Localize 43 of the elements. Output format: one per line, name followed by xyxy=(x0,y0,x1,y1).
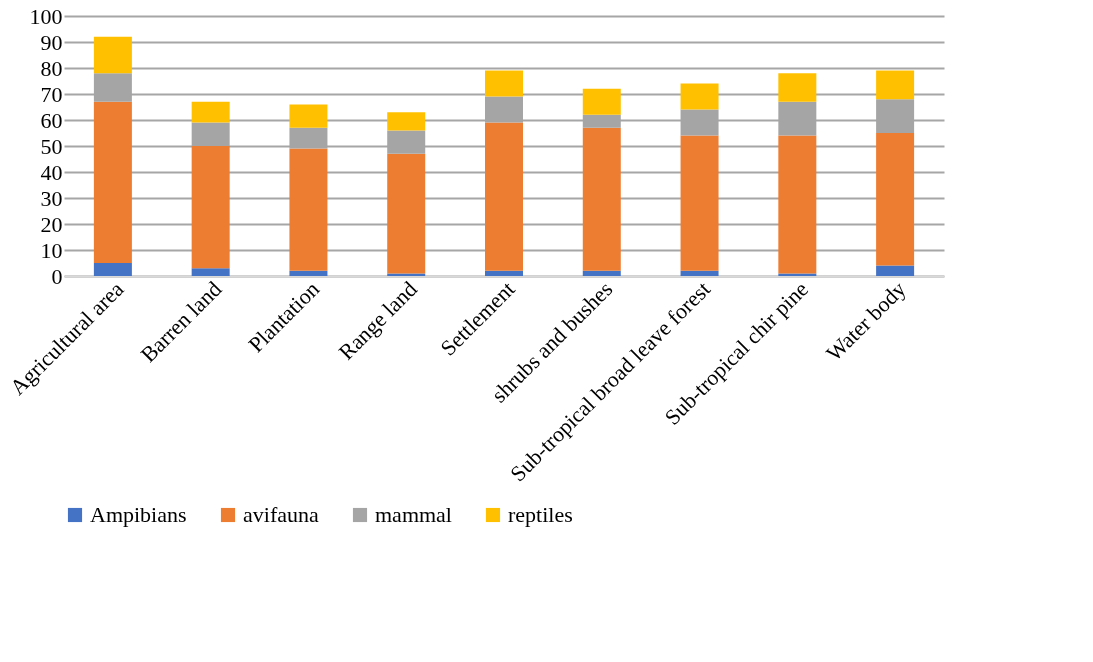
bar xyxy=(387,153,426,274)
legend-label: mammal xyxy=(375,502,452,527)
y-tick-label: 40 xyxy=(40,159,63,185)
bar xyxy=(387,112,426,131)
y-tick-label: 10 xyxy=(40,237,63,263)
y-tick-label: 100 xyxy=(29,3,63,29)
bar xyxy=(485,70,523,97)
bar xyxy=(778,73,817,102)
bar xyxy=(93,101,132,263)
bar xyxy=(191,146,230,269)
y-tick-label: 20 xyxy=(40,211,63,237)
y-tick-label: 0 xyxy=(51,263,63,289)
bar xyxy=(680,135,719,271)
bar xyxy=(680,83,719,110)
bar xyxy=(582,127,621,271)
bar xyxy=(191,122,230,146)
bar xyxy=(485,122,523,271)
legend-label: avifauna xyxy=(243,502,319,527)
bar xyxy=(485,270,523,276)
y-tick-label: 60 xyxy=(40,107,63,133)
y-tick-label: 50 xyxy=(40,133,63,159)
bar xyxy=(876,265,915,276)
legend-label: reptiles xyxy=(508,502,573,527)
y-tick-label: 80 xyxy=(40,55,63,81)
bar xyxy=(289,148,328,271)
bar xyxy=(289,104,328,128)
bar xyxy=(876,133,915,266)
bar xyxy=(582,88,621,115)
bar xyxy=(876,70,915,100)
y-tick-label: 90 xyxy=(40,29,63,55)
legend-label: Ampibians xyxy=(90,502,187,527)
bar xyxy=(93,263,132,276)
y-tick-label: 70 xyxy=(40,81,63,107)
bar xyxy=(191,268,230,276)
bar xyxy=(778,135,817,274)
bar xyxy=(582,270,621,276)
bar xyxy=(680,270,719,276)
bar xyxy=(191,101,230,123)
bar xyxy=(387,273,426,276)
bar xyxy=(93,36,132,74)
bar xyxy=(289,270,328,276)
y-tick-label: 30 xyxy=(40,185,63,211)
bar xyxy=(778,273,817,276)
